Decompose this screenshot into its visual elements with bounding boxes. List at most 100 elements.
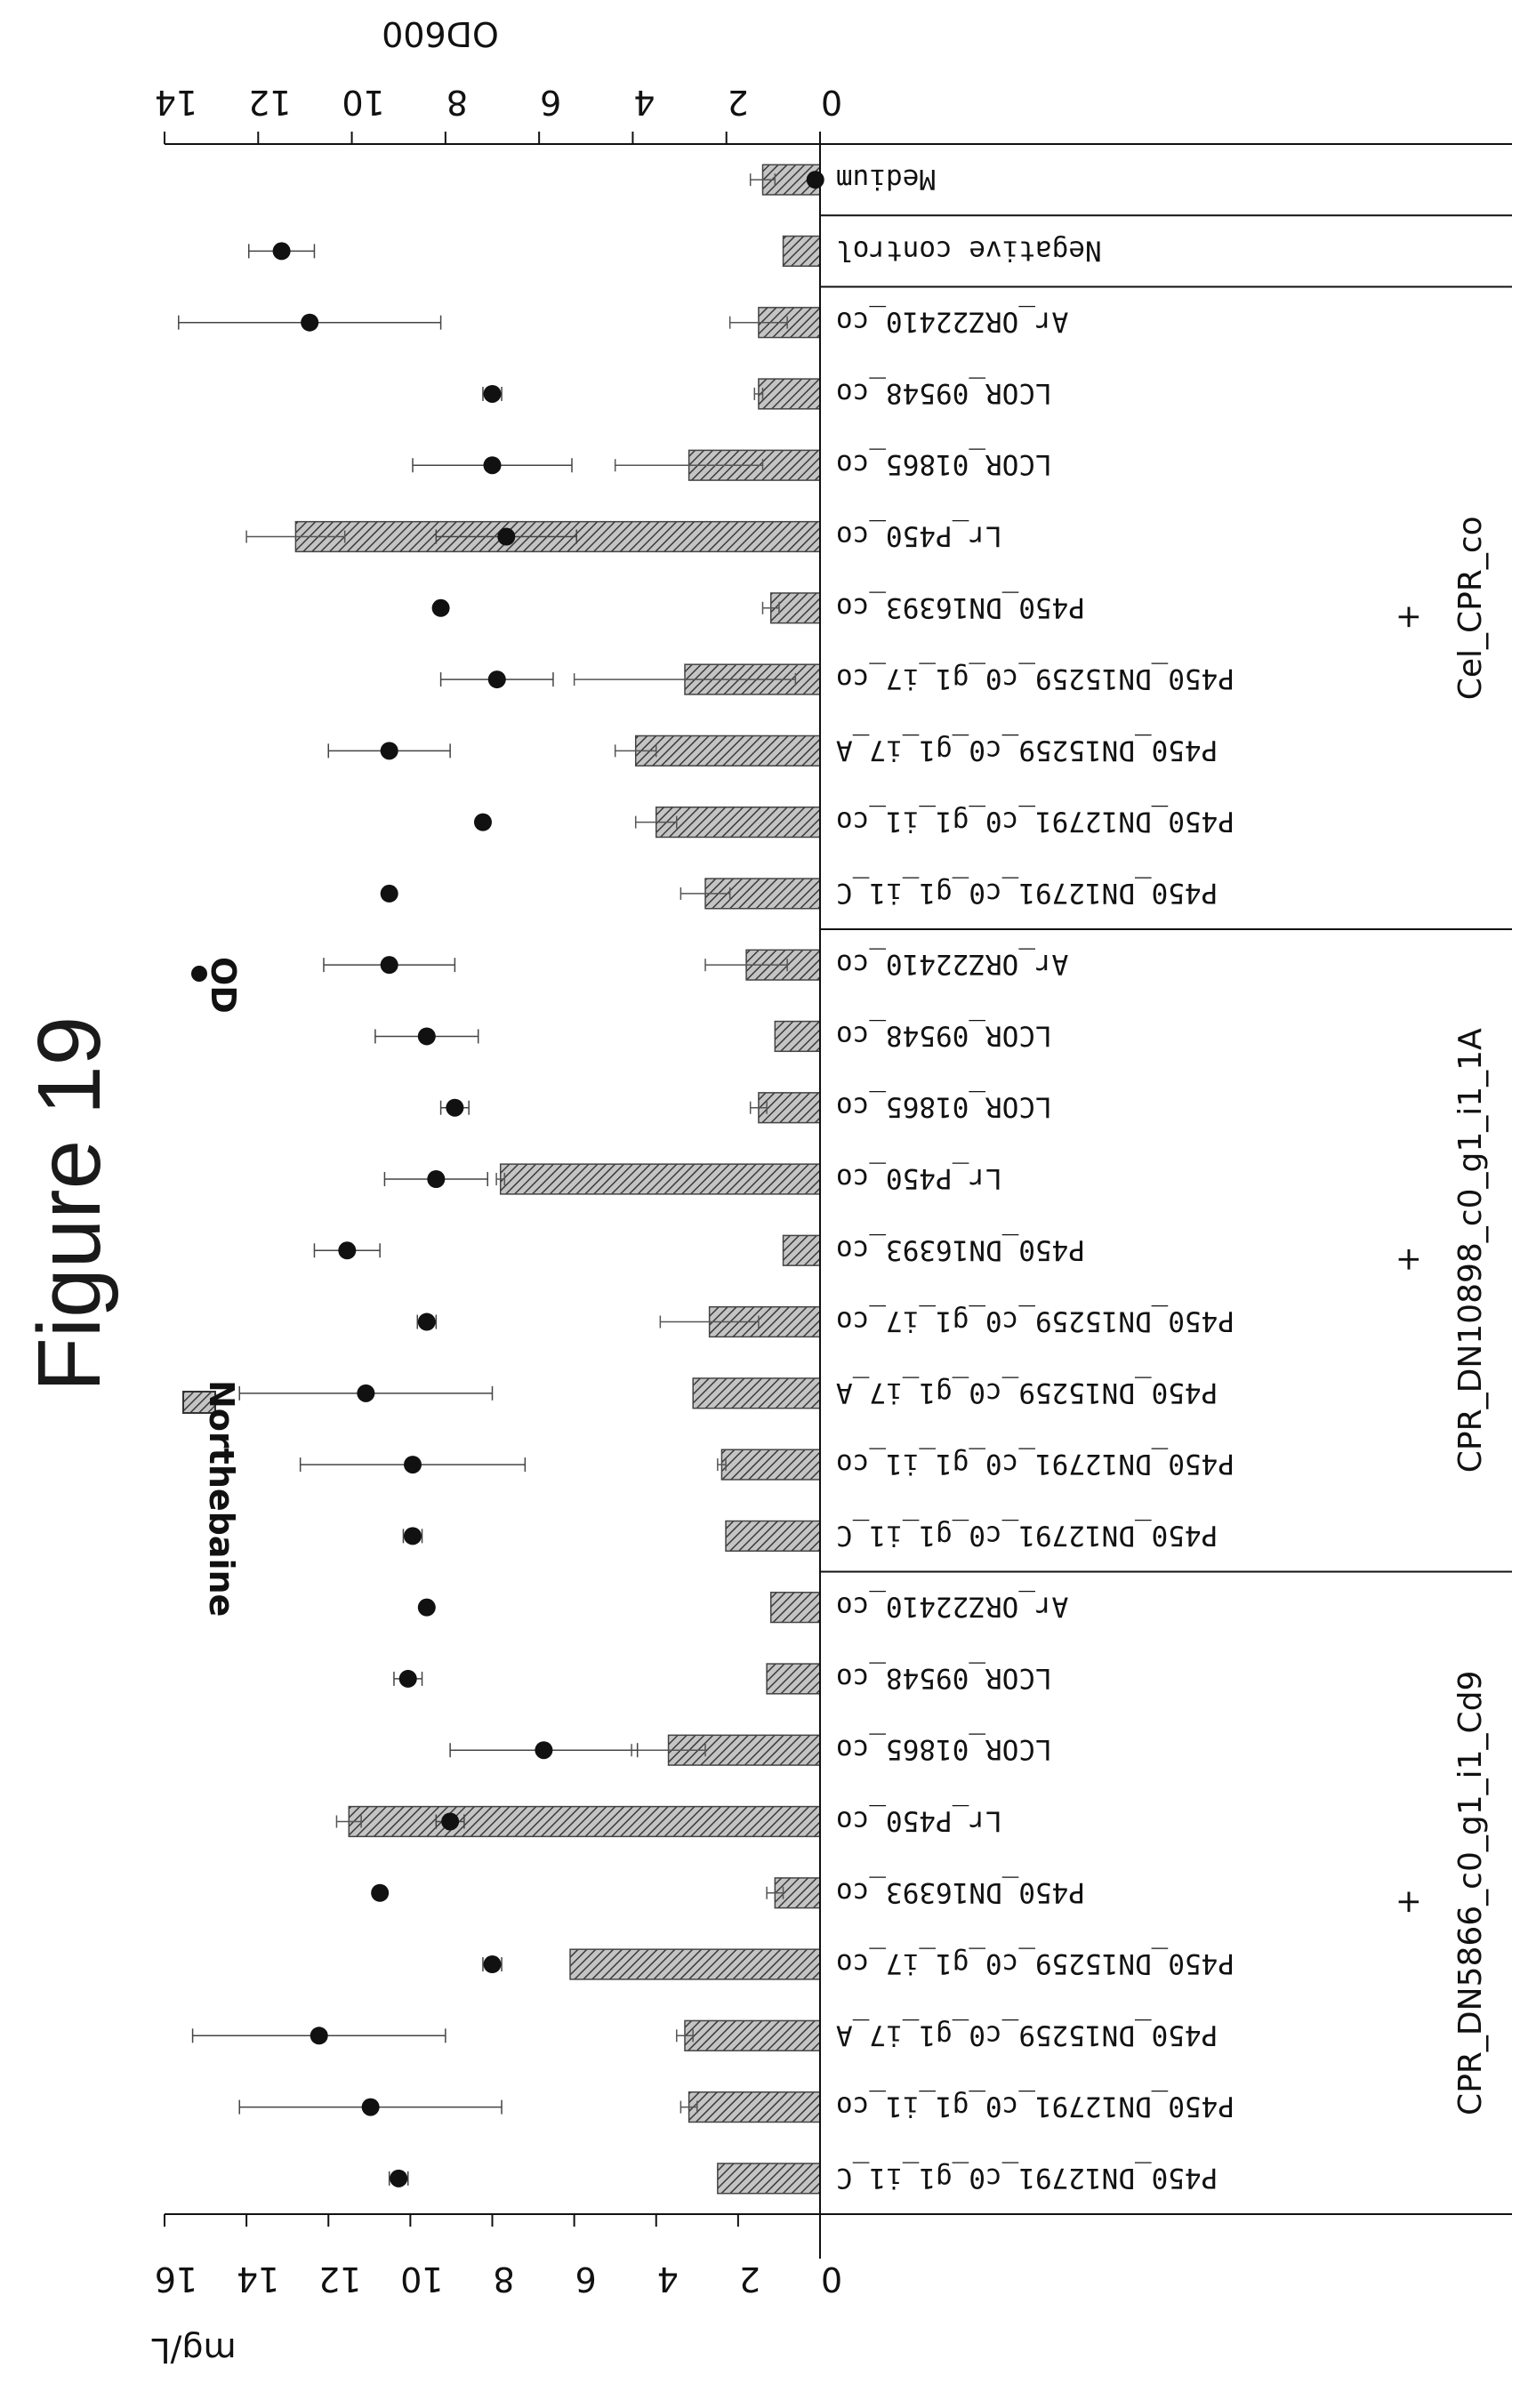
northebaine-bar <box>708 1305 821 1338</box>
left-axis-tick-label: 16 <box>155 2260 197 2299</box>
category-label-p450-dn15259-c0-g1-i7-co: P450_DN15259_c0_g1_i7_co <box>836 1305 1234 1337</box>
left-axis-tick-label: 4 <box>657 2260 679 2299</box>
right-axis-tick-label: 10 <box>342 83 384 122</box>
category-label-p450-dn12791-c0-g1-i1-co: P450_DN12791_c0_g1_i1_co <box>836 806 1234 838</box>
category-label-p450-dn12791-c0-g1-i1-c: P450_DN12791_c0_g1_i1_C <box>836 877 1218 909</box>
od-point <box>483 1955 502 1974</box>
category-label-p450-dn16393-co: P450_DN16393_co <box>836 1233 1085 1265</box>
od-point <box>380 884 398 903</box>
od-point <box>338 1241 357 1260</box>
northebaine-bar <box>692 1377 821 1409</box>
right-axis-tick-label: 2 <box>728 83 749 122</box>
category-label-p450-dn12791-c0-g1-i1-co: P450_DN12791_c0_g1_i1_co <box>836 1448 1234 1480</box>
od-point <box>473 813 492 831</box>
category-label-lcor-01865-co: LCOR_01865_co <box>836 1733 1052 1765</box>
od-point <box>390 2169 408 2187</box>
od-point <box>404 1456 422 1474</box>
od-point <box>483 456 502 475</box>
category-label-lcor-01865-co: LCOR_01865_co <box>836 1091 1052 1123</box>
od-point <box>427 1170 446 1188</box>
legend-northebaine-swatch <box>182 1391 216 1414</box>
group-label-cpr-dn10898-c0-g1-i1-1a: CPR_DN10898_c0_g1_i1_1A <box>1452 1028 1489 1473</box>
category-label-lcor-09548-co: LCOR_09548_co <box>836 1662 1052 1694</box>
northebaine-bar <box>569 1948 821 1980</box>
left-axis-tick-label: 12 <box>318 2260 361 2299</box>
northebaine-bar <box>294 520 821 553</box>
figure-title: Figure 19 <box>20 1016 119 1392</box>
plot-frame <box>165 143 1512 2259</box>
od-point <box>417 1598 436 1617</box>
od-point <box>371 1883 390 1902</box>
northebaine-bar <box>348 1805 821 1838</box>
northebaine-bar <box>717 2163 821 2195</box>
category-label-p450-dn12791-c0-g1-i1-c: P450_DN12791_c0_g1_i1_C <box>836 2162 1218 2194</box>
northebaine-bar <box>499 1163 821 1195</box>
right-axis-tick-label: 14 <box>155 83 197 122</box>
category-label-ar-orz22410-co: Ar_ORZ22410_co <box>836 1591 1068 1623</box>
legend-od-label: OD <box>204 957 243 1014</box>
od-point <box>417 1027 436 1046</box>
category-label-lcor-09548-co: LCOR_09548_co <box>836 377 1052 409</box>
od-point <box>301 313 319 332</box>
category-label-lr-p450-co: Lr_P450_co <box>836 520 1002 552</box>
northebaine-bar <box>688 2091 821 2123</box>
legend-od-marker <box>191 966 207 982</box>
right-axis-tick-label: 0 <box>821 83 842 122</box>
od-point <box>441 1812 460 1831</box>
plot-area: 0 2 4 6 8 10 12 14 16 0 2 4 6 8 10 12 14 P450_DN12791_c… <box>155 83 1512 2299</box>
northebaine-bars <box>245 164 821 2195</box>
left-axis-tick-label: 8 <box>493 2260 514 2299</box>
category-label-p450-dn15259-c0-g1-i7-a: P450_DN15259_c0_g1_i7_A <box>836 734 1218 766</box>
category-label-negative-control: Negative control <box>836 234 1102 266</box>
group-label-cpr-dn5866-c0-g1-i1-cd9: CPR_DN5866_c0_g1_i1_Cd9 <box>1452 1671 1489 2115</box>
category-label-p450-dn15259-c0-g1-i7-a: P450_DN15259_c0_g1_i7_A <box>836 2019 1218 2051</box>
category-label-p450-dn15259-c0-g1-i7-a: P450_DN15259_c0_g1_i7_A <box>836 1377 1218 1409</box>
category-label-lcor-09548-co: LCOR_09548_co <box>836 1019 1052 1051</box>
northebaine-bar <box>684 2019 821 2051</box>
group-labels: CPR_DN5866_c0_g1_i1_Cd9 + CPR_DN10898_c0_g… <box>820 214 1512 2115</box>
od-point <box>483 384 502 403</box>
right-value-axis: 0 2 4 6 8 10 12 14 <box>155 83 842 144</box>
od-point <box>446 1098 464 1117</box>
category-label-medium: Medium <box>836 163 936 195</box>
od-point <box>380 742 398 760</box>
right-axis-tick-label: 6 <box>540 83 561 122</box>
right-axis-tick-label: 12 <box>248 83 291 122</box>
northebaine-bar <box>774 1020 821 1053</box>
category-label-lr-p450-co: Lr_P450_co <box>836 1804 1002 1836</box>
category-label-p450-dn15259-c0-g1-i7-co: P450_DN15259_c0_g1_i7_co <box>836 1947 1234 1979</box>
category-label-lr-p450-co: Lr_P450_co <box>836 1162 1002 1194</box>
northebaine-bar <box>766 1663 821 1695</box>
northebaine-bar <box>655 807 821 839</box>
category-label-lcor-01865-co: LCOR_01865_co <box>836 448 1052 480</box>
left-axis-tick-label: 14 <box>237 2260 279 2299</box>
od-point <box>535 1741 553 1760</box>
right-axis-tick-label: 8 <box>446 83 468 122</box>
od-point <box>310 2027 328 2045</box>
category-label-ar-orz22410-co: Ar_ORZ22410_co <box>836 306 1068 338</box>
northebaine-bar <box>758 378 821 410</box>
od-point <box>806 171 824 189</box>
northebaine-bar <box>782 235 821 268</box>
od-point <box>361 2098 380 2116</box>
northebaine-bar <box>720 1449 821 1481</box>
northebaine-bar <box>782 1234 821 1266</box>
legend-northebaine-label: Northebaine <box>202 1380 241 1617</box>
right-axis-title: OD600 <box>382 14 499 53</box>
group-label-cel-cpr-co: Cel_CPR_co <box>1452 516 1489 700</box>
left-axis-tick-label: 6 <box>575 2260 597 2299</box>
od-point <box>398 1669 417 1688</box>
od-point <box>417 1312 436 1331</box>
group-plus-sign: + <box>1390 1889 1427 1915</box>
od-point <box>497 527 516 546</box>
category-label-p450-dn12791-c0-g1-i1-c: P450_DN12791_c0_g1_i1_C <box>836 1519 1218 1551</box>
category-label-p450-dn12791-c0-g1-i1-co: P450_DN12791_c0_g1_i1_co <box>836 2091 1234 2123</box>
northebaine-bar <box>634 734 821 767</box>
od-point <box>404 1527 422 1545</box>
left-axis-tick-label: 10 <box>400 2260 443 2299</box>
left-axis-title: mg/L <box>151 2331 236 2370</box>
northebaine-bar <box>769 1592 821 1624</box>
od-point <box>380 956 398 975</box>
left-value-axis: 0 2 4 6 8 10 12 14 16 <box>155 2214 842 2299</box>
